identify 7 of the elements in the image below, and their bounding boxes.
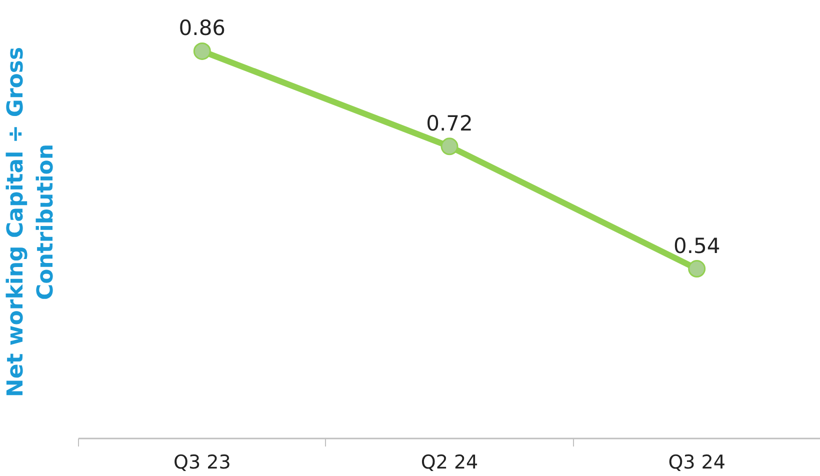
x-tick-label: Q3 24 bbox=[668, 452, 726, 474]
y-axis-title: Net working Capital ÷ Gross Contribution bbox=[4, 46, 58, 398]
x-tick-label: Q2 24 bbox=[420, 452, 478, 474]
data-label: 0.54 bbox=[673, 234, 720, 258]
x-tick-label: Q3 23 bbox=[174, 452, 231, 474]
data-label: 0.72 bbox=[426, 111, 473, 136]
data-label: 0.86 bbox=[178, 16, 226, 40]
